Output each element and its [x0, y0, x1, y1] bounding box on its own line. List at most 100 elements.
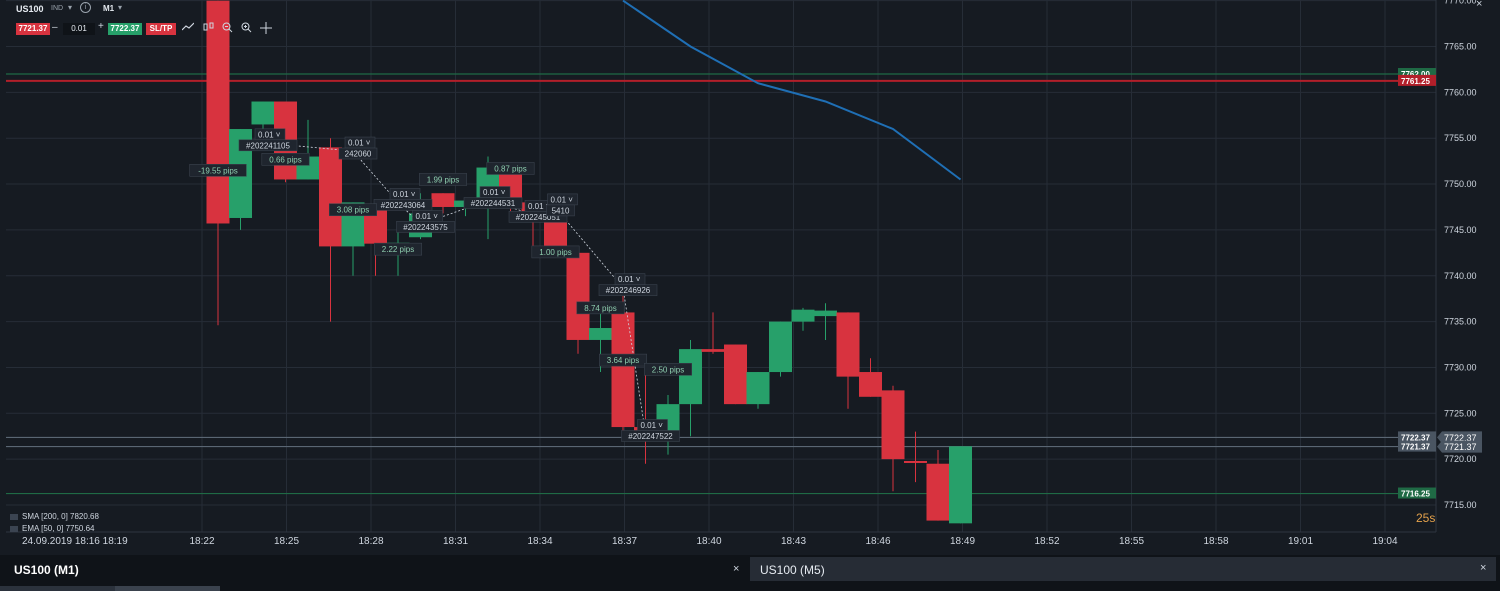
x-tick-label: 19:04 — [1372, 536, 1397, 547]
pip-box — [189, 163, 247, 177]
candles-icon[interactable] — [203, 22, 215, 35]
x-tick-label: 18:52 — [1034, 536, 1059, 547]
pip-label: 2.22 pips — [373, 242, 422, 256]
lot-increase-button[interactable]: + — [98, 21, 104, 32]
pip-label: 3.64 pips — [598, 353, 647, 367]
close-icon[interactable]: × — [733, 563, 740, 575]
candle-body — [724, 344, 747, 405]
order-lot: 0.01 ˅ — [416, 212, 439, 221]
zoom-in-icon[interactable] — [241, 22, 252, 36]
chart-tabs-bar: US100 (M1) × US100 (M5) × — [0, 555, 1500, 591]
pip-label: 0.87 pips — [486, 162, 535, 175]
scrollbar-thumb[interactable] — [0, 586, 220, 591]
symbol-name[interactable]: US100 — [16, 4, 44, 14]
pip-label: 0.66 pips — [261, 152, 310, 166]
indicator-settings-icon[interactable] — [10, 513, 18, 520]
tab-us100-m1[interactable]: US100 (M1) × — [0, 557, 748, 581]
zoom-out-icon[interactable] — [222, 22, 233, 36]
candle — [746, 372, 770, 409]
price-level-tag-label: 7762.00 — [1401, 70, 1430, 79]
y-tick-label: 7715.00 — [1444, 500, 1477, 510]
order-id: 5410 — [552, 206, 570, 215]
buy-button[interactable]: 7722.37 — [108, 23, 142, 35]
order-id: #202246926 — [606, 286, 651, 295]
pip-text: -19.55 pips — [198, 166, 238, 175]
order-label: 0.01 ˅ #202243575 — [396, 210, 455, 233]
order-label: 0.01 ˅ #202246926 — [598, 273, 658, 296]
order-lot: 0.01 ˅ — [348, 139, 371, 148]
lot-decrease-button[interactable]: – — [52, 22, 58, 33]
candle-body — [881, 390, 905, 460]
pip-box — [598, 353, 647, 367]
pip-box — [643, 362, 692, 376]
pip-text: 3.08 pips — [337, 206, 369, 215]
order-label: 0.01 ˅ #202244531 — [463, 186, 523, 209]
candle-body — [566, 252, 590, 340]
candle-body — [701, 349, 725, 352]
candle-body — [791, 309, 815, 322]
candle-body — [364, 206, 387, 244]
sltp-button[interactable]: SL/TP — [146, 23, 176, 35]
pip-box — [373, 242, 422, 256]
x-tick-label: 18:55 — [1119, 536, 1144, 547]
pip-box — [261, 152, 310, 166]
close-icon[interactable]: × — [1480, 562, 1487, 574]
indicator-settings-icon[interactable] — [10, 525, 18, 532]
x-tick-label: 19:01 — [1288, 536, 1313, 547]
symbol-dropdown-icon[interactable]: ▾ — [68, 3, 73, 12]
x-tick-label: 24.09.2019 18:16 18:19 — [22, 536, 128, 547]
lot-size-input[interactable]: 0.01 — [63, 23, 95, 35]
y-tick-label: 7745.00 — [1444, 225, 1477, 235]
candle — [791, 307, 815, 331]
candle-body — [544, 220, 567, 249]
price-level-tag — [1398, 487, 1436, 499]
candle — [836, 312, 860, 409]
candle-body — [949, 446, 972, 524]
sell-button[interactable]: 7721.37 — [16, 23, 50, 35]
candle — [206, 0, 230, 326]
order-label: 0.01 ˅ 5410 — [546, 193, 578, 217]
crosshair-icon[interactable] — [260, 22, 272, 37]
candle — [926, 449, 950, 521]
order-label: 0.01 ˅ 242060 — [338, 136, 378, 160]
order-label: 0.01 ˅ #202247522 — [621, 419, 680, 442]
y-tick-label: 7750.00 — [1444, 179, 1477, 189]
price-chart[interactable]: 0.01 ˅ #202241105 0.01 ˅ 242060 0.01 ˅ #20224… — [0, 0, 1500, 555]
candle — [296, 119, 320, 180]
price-level-tag — [1398, 74, 1436, 86]
ema-legend[interactable]: EMA [50, 0] 7750.64 — [10, 524, 95, 533]
order-label: 0.01 ˅ #202243064 — [373, 188, 433, 211]
tab-us100-m5[interactable]: US100 (M5) × — [750, 557, 1496, 581]
pip-label: 8.74 pips — [576, 301, 625, 315]
order-id: #202245051 — [516, 213, 561, 222]
line-chart-icon[interactable] — [181, 22, 195, 35]
pip-label: 1.99 pips — [418, 173, 467, 186]
chart-close-icon[interactable]: × — [1476, 0, 1483, 10]
y-tick-label: 7730.00 — [1444, 362, 1477, 372]
candle — [904, 431, 927, 483]
y-tick-label: 7740.00 — [1444, 271, 1477, 281]
y-tick-label: 7735.00 — [1444, 317, 1477, 327]
candle-body — [814, 310, 837, 317]
order-connector — [262, 142, 354, 152]
candle — [724, 344, 747, 405]
order-lot: 0.01 ˅ — [528, 202, 551, 211]
x-tick-label: 18:28 — [358, 536, 383, 547]
y-tick-label: 7755.00 — [1444, 133, 1477, 143]
pip-text: 2.22 pips — [382, 245, 414, 254]
timeframe-value[interactable]: M1 — [103, 4, 115, 13]
order-id-box — [508, 211, 568, 223]
horizontal-scrollbar[interactable] — [0, 586, 1500, 591]
candle — [881, 385, 905, 492]
timeframe-dropdown-icon[interactable]: ▾ — [118, 3, 123, 12]
sma-legend[interactable]: SMA [200, 0] 7820.68 — [10, 512, 99, 521]
x-tick-label: 18:34 — [527, 536, 552, 547]
x-tick-label: 18:22 — [189, 536, 214, 547]
pip-box — [576, 301, 625, 315]
chart-area[interactable]: 0.01 ˅ #202241105 0.01 ˅ 242060 0.01 ˅ #20224… — [0, 0, 1500, 555]
scrollbar-thumb-handle[interactable] — [115, 586, 220, 591]
order-id-box — [463, 197, 523, 209]
price-level-tag — [1398, 68, 1436, 80]
info-icon[interactable]: i — [80, 2, 91, 13]
pip-text: 0.87 pips — [494, 164, 526, 173]
